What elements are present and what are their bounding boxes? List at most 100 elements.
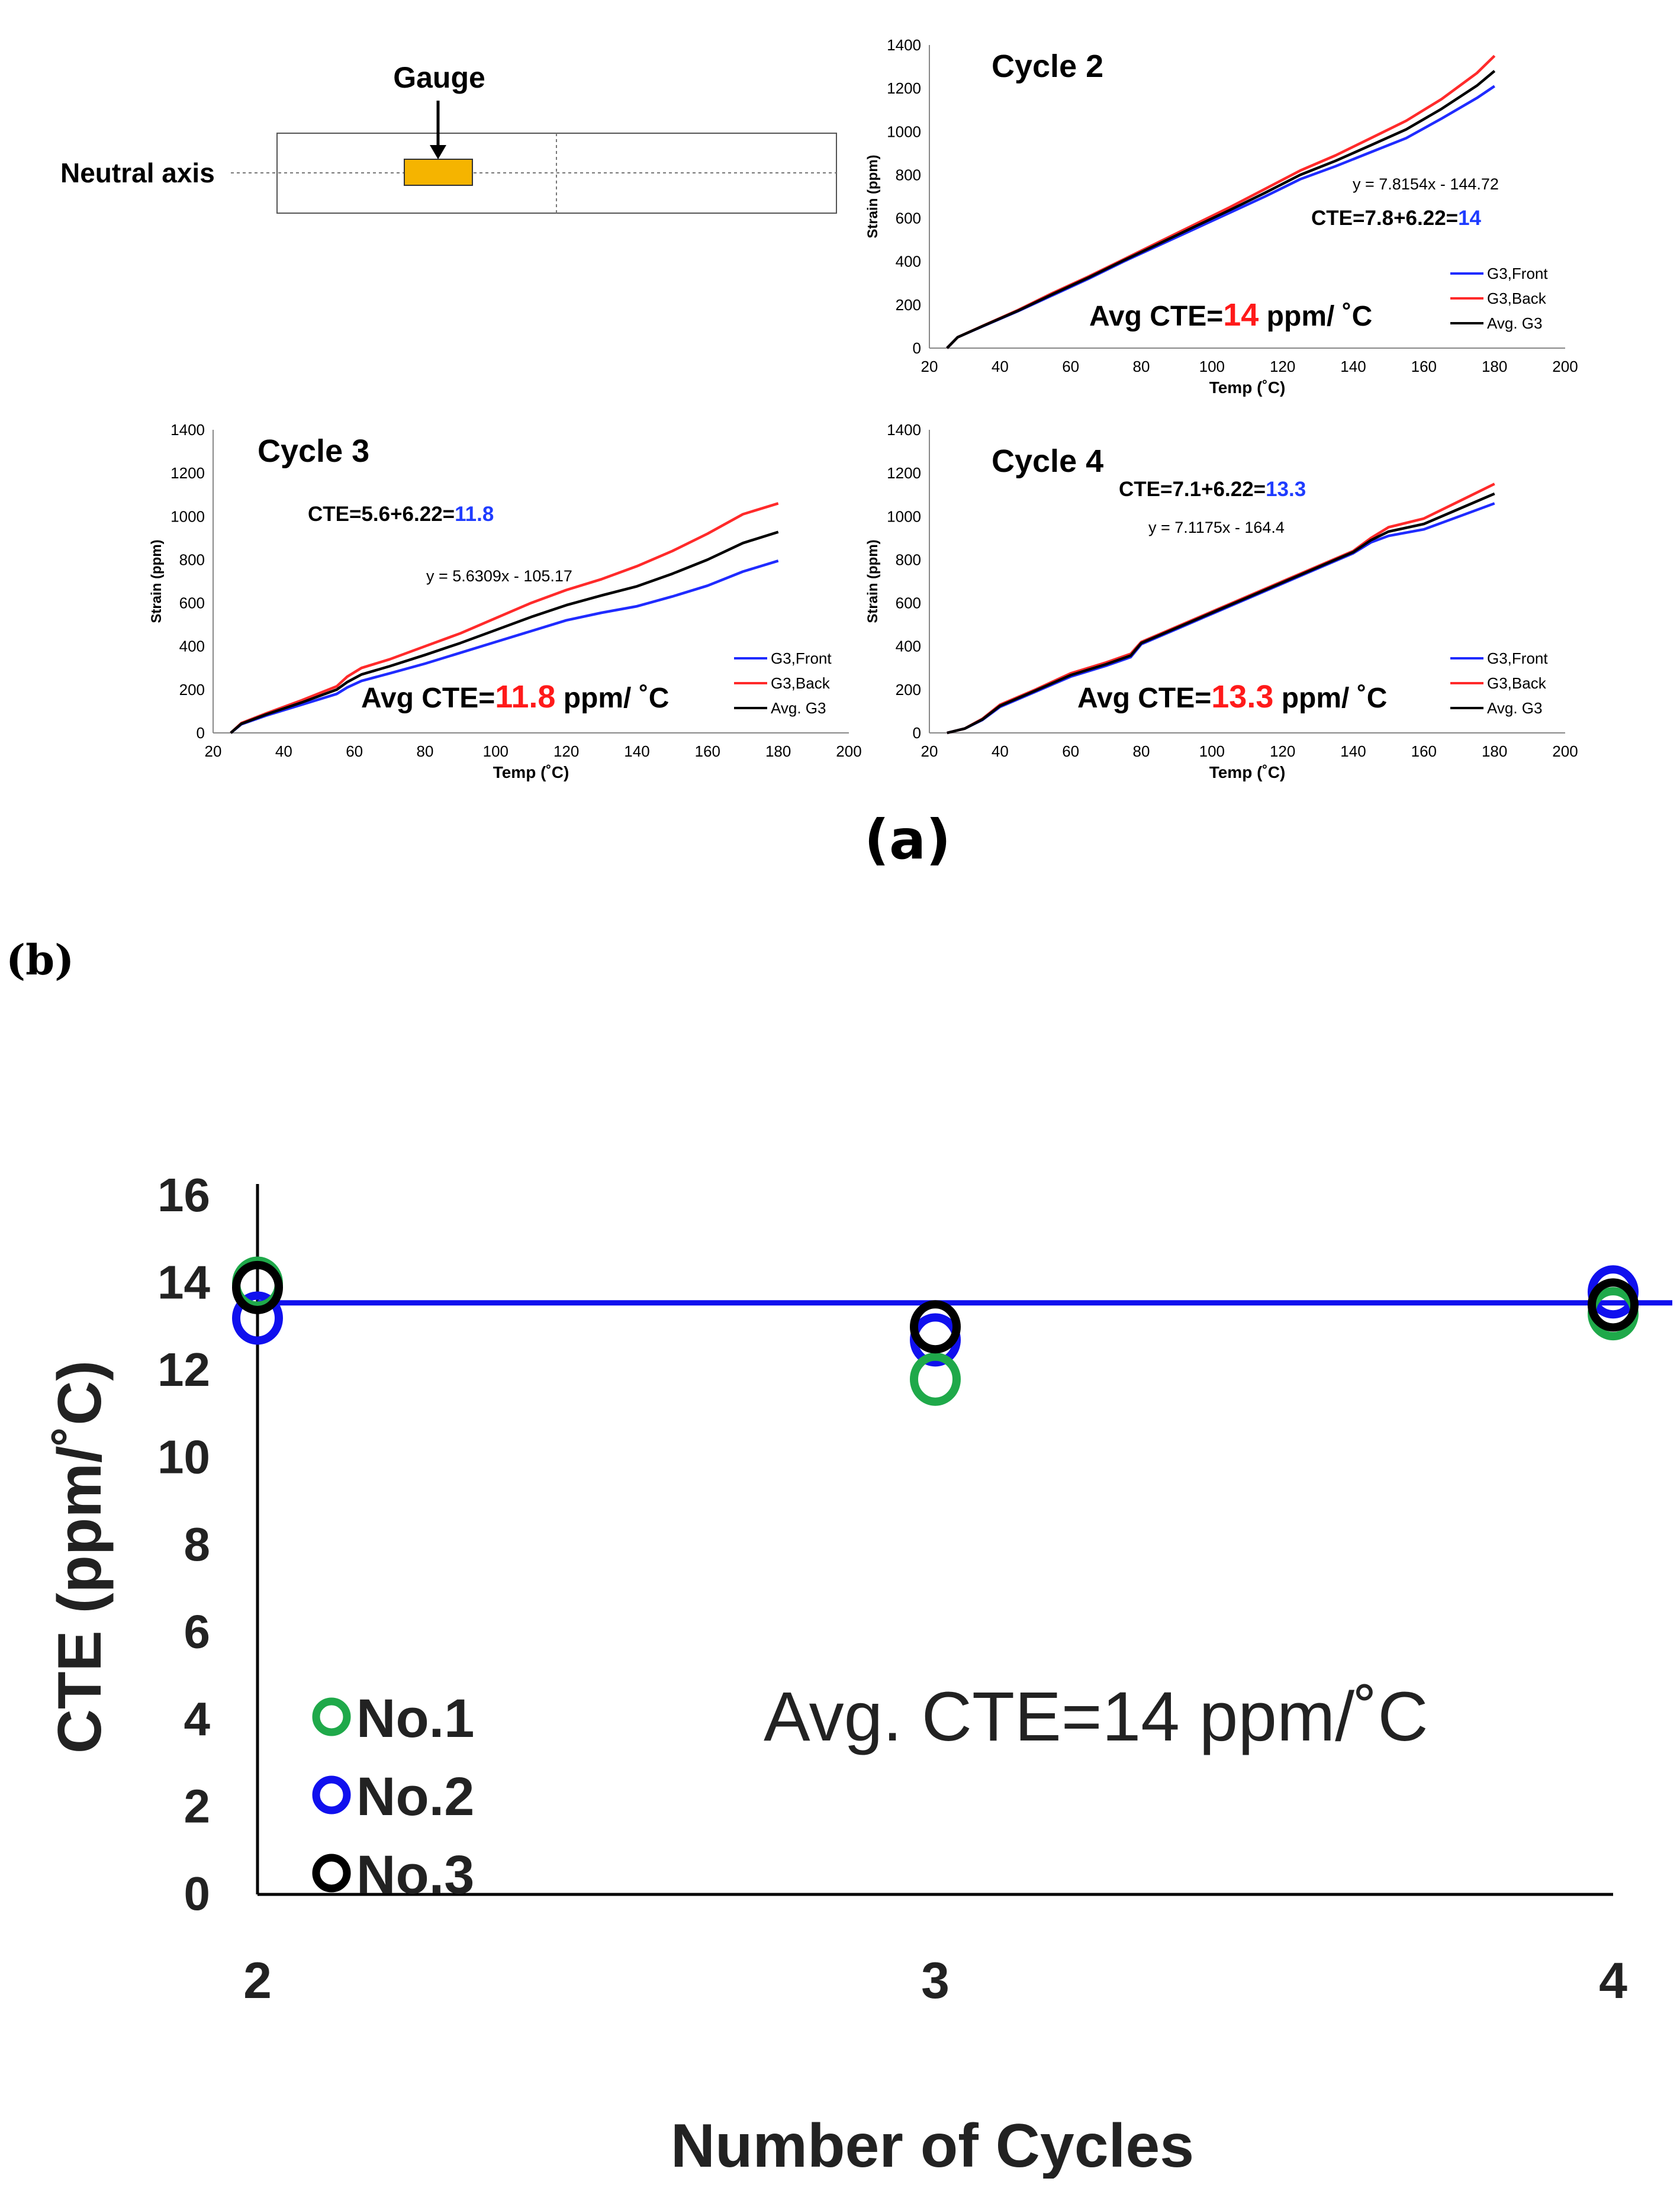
y-tick-label: 600: [896, 210, 921, 227]
legend-marker-1: [312, 1697, 351, 1736]
y-tick-label: 200: [896, 681, 921, 699]
front-series-line: [230, 559, 779, 734]
x-tick-label: 160: [695, 742, 720, 760]
x-tick-label: 140: [624, 742, 649, 760]
x-tick-label: 180: [765, 742, 791, 760]
legend-label-2: No.2: [356, 1767, 474, 1827]
y-tick-label: 1000: [170, 507, 205, 525]
x-tick-label: 40: [992, 742, 1009, 760]
legend-label-3: No.3: [356, 1845, 474, 1905]
y-tick-label: 1200: [887, 464, 921, 482]
y-tick-label: 12: [157, 1343, 210, 1396]
y-tick-label: 0: [184, 1867, 211, 1920]
legend-marker-3: [312, 1854, 351, 1893]
gauge-label: Gauge: [393, 61, 485, 94]
legend-label-1: G3,Front: [1487, 649, 1548, 667]
y-tick-label: 6: [184, 1606, 211, 1658]
y-tick-label: 1400: [887, 421, 921, 439]
x-tick-label: 100: [1199, 358, 1225, 375]
avg-cte-suffix: ppm/ ˚C: [1259, 301, 1372, 332]
y-tick-label: 400: [179, 638, 205, 655]
avg-series-line: [947, 492, 1495, 735]
x-tick-label: 60: [346, 742, 363, 760]
avg-cte-value: 13.3: [1211, 679, 1273, 715]
y-tick-label: 1400: [887, 36, 921, 54]
x-tick-label: 200: [1552, 742, 1578, 760]
y-tick-label: 600: [896, 594, 921, 612]
y-tick-label: 16: [157, 1169, 210, 1221]
gauge-arrow-head: [430, 145, 446, 159]
x-tick-label: 80: [1133, 742, 1150, 760]
x-tick-label: 100: [1199, 742, 1225, 760]
back-series-line: [230, 502, 779, 734]
marker-no3: [910, 1300, 961, 1354]
avg-cte-label: Avg CTE=14 ppm/ ˚C: [1089, 297, 1372, 333]
panel-a-label: (a): [864, 808, 951, 871]
avg-cte-prefix: Avg CTE=: [361, 683, 495, 714]
cycle2-chart: 0 200 400 600 800 1000 1200 1400 20 40 60 80 100 120 1…: [865, 36, 1578, 397]
legend-label-2: G3,Back: [1487, 289, 1547, 307]
gauge-diagram: Gauge Neutral axis: [60, 61, 837, 214]
avg-series-line: [946, 70, 1496, 349]
y-tick-label: 0: [197, 724, 205, 742]
cte-formula-value: 11.8: [455, 503, 494, 526]
x-tick-label: 40: [992, 358, 1009, 375]
legend-label-3: Avg. G3: [1487, 314, 1542, 332]
y-tick-label: 800: [896, 551, 921, 568]
avg-cte-suffix: ppm/ ˚C: [1273, 683, 1387, 714]
avg-cte-prefix: Avg CTE=: [1089, 301, 1223, 332]
x-axis-label: Temp (˚C): [493, 763, 569, 781]
x-tick-label: 180: [1482, 742, 1507, 760]
y-tick-label: 800: [896, 166, 921, 184]
neutral-axis-label: Neutral axis: [60, 157, 215, 188]
panel-b-label: (b): [6, 935, 75, 984]
chart-title: Cycle 3: [258, 433, 369, 469]
y-tick-label: 14: [157, 1256, 210, 1309]
cte-formula-prefix: CTE=7.1+6.22=: [1119, 478, 1266, 501]
x-tick-label: 20: [921, 358, 938, 375]
x-tick-label: 140: [1340, 742, 1366, 760]
x-tick-label: 120: [1270, 742, 1295, 760]
avg-cte-value: 11.8: [495, 679, 555, 715]
cte-formula: CTE=7.1+6.22=13.3: [1119, 478, 1306, 501]
x-tick-label: 40: [275, 742, 292, 760]
legend-label-3: Avg. G3: [1487, 699, 1542, 717]
legend-label-2: G3,Back: [771, 674, 831, 692]
avg-cte-suffix: ppm/ ˚C: [555, 683, 669, 714]
x-tick-label: 20: [921, 742, 938, 760]
cte-formula-prefix: CTE=7.8+6.22=: [1311, 207, 1458, 230]
x-tick-label: 100: [483, 742, 508, 760]
y-tick-label: 200: [896, 296, 921, 314]
chart-title: Cycle 4: [992, 443, 1103, 479]
x-tick-label: 140: [1340, 358, 1366, 375]
x-tick-label: 120: [553, 742, 579, 760]
y-tick-label: 0: [913, 724, 921, 742]
x-tick-label: 80: [1133, 358, 1150, 375]
x-axis-label: Temp (˚C): [1209, 378, 1286, 397]
marker-no2: [232, 1291, 283, 1345]
cte-formula-value: 14: [1458, 207, 1481, 230]
y-axis-label: CTE (ppm/˚C): [46, 1360, 114, 1754]
y-tick-label: 200: [179, 681, 205, 699]
x-tick-label: 60: [1062, 358, 1079, 375]
cte-formula-value: 13.3: [1266, 478, 1306, 501]
y-tick-label: 1200: [170, 464, 205, 482]
cte-formula: CTE=7.8+6.22=14: [1311, 207, 1482, 230]
avg-cte-label: Avg CTE=13.3 ppm/ ˚C: [1077, 679, 1387, 715]
chart-title: Cycle 2: [992, 49, 1103, 84]
x-axis-label: Temp (˚C): [1209, 763, 1286, 781]
legend-label-1: G3,Front: [771, 649, 832, 667]
cycle4-chart: 0 200 400 600 800 1000 1200 1400 20 40 60 80 100 120 1…: [865, 421, 1578, 781]
y-tick-label: 4: [184, 1693, 211, 1745]
avg-cte-prefix: Avg CTE=: [1077, 683, 1211, 714]
x-tick-label: 4: [1599, 1952, 1627, 2009]
legend-label-3: Avg. G3: [771, 699, 826, 717]
y-axis-label: Strain (ppm): [865, 539, 881, 623]
x-tick-label: 20: [205, 742, 222, 760]
y-axis-label: Strain (ppm): [149, 539, 165, 623]
x-tick-label: 120: [1270, 358, 1295, 375]
legend-label-1: G3,Front: [1487, 265, 1548, 282]
avg-series-line: [230, 530, 779, 734]
cycle3-chart: 0 200 400 600 800 1000 1200 1400 20 40 60 80 100 120 1…: [149, 421, 862, 781]
cte-formula-prefix: CTE=5.6+6.22=: [308, 503, 455, 526]
